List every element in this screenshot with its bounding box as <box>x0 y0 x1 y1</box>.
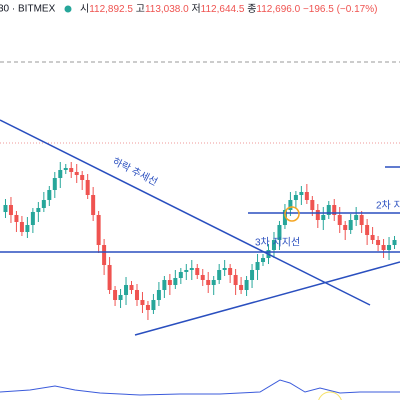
close: 112,696.0 <box>256 4 300 15</box>
downtrend-line <box>0 119 371 306</box>
indicator-marker <box>318 391 342 400</box>
candle-body <box>189 268 194 270</box>
candle-body <box>354 215 359 220</box>
support3-label: 3차 지지선 <box>255 237 300 249</box>
candle-body <box>376 240 381 245</box>
candle-body <box>41 200 46 208</box>
candle-body <box>348 220 353 230</box>
candle-body <box>91 195 96 215</box>
candle-body <box>365 225 370 235</box>
candle-body <box>293 195 298 200</box>
candle-body <box>277 225 282 240</box>
candle-body <box>162 280 167 290</box>
candle-body <box>370 235 375 240</box>
candle-body <box>140 300 145 305</box>
candle-body <box>222 268 227 270</box>
low-label: 저 <box>191 3 200 15</box>
candle-body <box>96 215 101 245</box>
candle-body <box>261 258 266 262</box>
candle-body <box>151 300 156 310</box>
candle-body <box>282 210 287 225</box>
candle-body <box>113 290 118 300</box>
candle-body <box>244 280 249 290</box>
candle-body <box>3 205 8 212</box>
candle-body <box>124 285 129 295</box>
candle-body <box>271 240 276 250</box>
high: 113,038.0 <box>145 4 189 15</box>
candle-body <box>69 168 74 172</box>
indicator-line <box>0 379 400 396</box>
status-dot <box>64 5 72 13</box>
candle-body <box>134 290 139 300</box>
candle-body <box>80 175 85 180</box>
candle-body <box>58 170 63 178</box>
candle-body <box>167 280 172 285</box>
candle-body <box>332 205 337 215</box>
candle-body <box>178 272 183 278</box>
candle-body <box>118 295 123 300</box>
candle-body <box>381 245 386 250</box>
candle-body <box>217 270 222 280</box>
ohlc: 시112,892.5 고113,038.0 저112,644.5 종112,69… <box>80 3 377 15</box>
candle-body <box>85 180 90 195</box>
candle-body <box>25 225 30 232</box>
candle-body <box>36 208 41 212</box>
candle-body <box>47 190 52 200</box>
candle-body <box>359 215 364 225</box>
candle-body <box>102 245 107 265</box>
candle-body <box>173 278 178 285</box>
candle-body <box>63 168 68 170</box>
candle-body <box>288 200 293 210</box>
candle-body <box>299 192 304 195</box>
candle-body <box>233 275 238 285</box>
change: −196.5 (−0.17%) <box>303 4 378 15</box>
candle-body <box>310 200 315 210</box>
open-label: 시 <box>80 3 89 15</box>
candle-body <box>74 172 79 175</box>
candle-body <box>184 270 189 272</box>
candle-body <box>156 290 161 300</box>
candle-body <box>304 192 309 200</box>
low: 112,644.5 <box>201 4 245 15</box>
candle-body <box>8 205 13 215</box>
candle-body <box>250 270 255 280</box>
uptrend-line <box>134 261 400 336</box>
candle-body <box>52 178 57 190</box>
candle-body <box>211 280 216 285</box>
candle-body <box>30 212 35 225</box>
candles <box>3 162 397 320</box>
candle-body <box>326 205 331 215</box>
support2-label: 2차 지 <box>376 200 400 212</box>
candle-body <box>19 222 24 232</box>
candle-body <box>321 215 326 220</box>
highlight-circle <box>284 206 300 222</box>
candle-body <box>387 245 392 250</box>
close-label: 종 <box>247 3 256 15</box>
candle-body <box>145 305 150 310</box>
header-bar <box>0 0 400 20</box>
candle-body <box>195 268 200 275</box>
open: 112,892.5 <box>89 4 133 15</box>
candle-body <box>107 265 112 290</box>
symbol: 30 · BITMEX <box>0 4 56 15</box>
candle-body <box>206 280 211 285</box>
candle-body <box>228 268 233 275</box>
candle-body <box>255 262 260 270</box>
candle-body <box>337 215 342 225</box>
candle-body <box>315 210 320 220</box>
high-label: 고 <box>136 4 145 15</box>
candle-body <box>239 285 244 290</box>
candle-body <box>392 240 397 245</box>
candle-body <box>200 275 205 280</box>
candle-body <box>14 215 19 222</box>
candle-body <box>129 285 134 290</box>
candle-body <box>343 225 348 230</box>
